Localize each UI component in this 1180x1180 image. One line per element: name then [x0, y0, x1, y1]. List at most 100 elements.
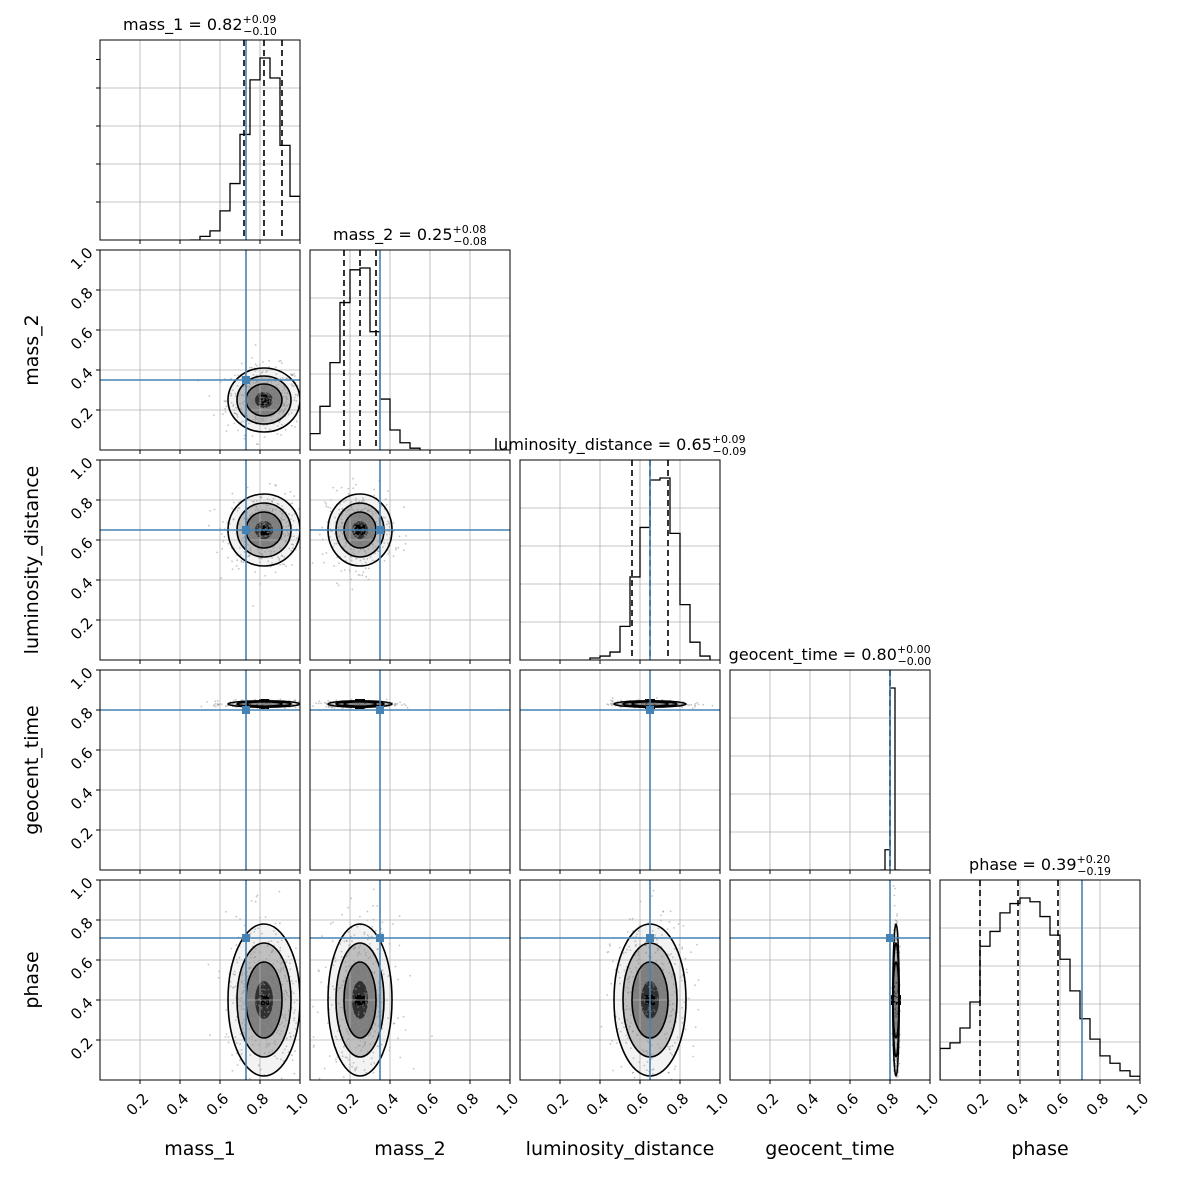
scatter-panel-geocent_time-vs-phase: [729, 879, 931, 1081]
x-tick-label-mass_1: 0.6: [203, 1090, 233, 1120]
scatter-panel-mass_1-vs-luminosity_distance: [99, 459, 301, 661]
x-tick-label-geocent_time: 0.4: [793, 1090, 823, 1120]
scatter-panel-mass_2-vs-phase: [309, 879, 511, 1081]
ticks-0-1: [96, 249, 301, 454]
panel-grid-2-3: [520, 669, 721, 870]
y-tick-label-luminosity_distance: 1.0: [67, 454, 97, 484]
histogram-phase: [940, 897, 1140, 1080]
histogram-mass_2: [310, 267, 421, 450]
hist-panel-mass_2: [309, 249, 511, 451]
truth-marker-1-2: [310, 460, 510, 660]
x-tick-label-mass_1: 0.8: [243, 1090, 273, 1120]
hist-panel-luminosity_distance: [519, 459, 721, 661]
panel-title-phase: phase = 0.39+0.20 −0.19: [969, 853, 1111, 878]
sample-scatter-layer: [197, 344, 901, 1080]
scatter-panel-mass_2-vs-luminosity_distance: [309, 459, 511, 661]
x-tick-label-phase: 0.4: [1003, 1090, 1033, 1120]
ticks-0-4: [96, 879, 301, 1084]
y-tick-label-phase: 0.4: [67, 994, 97, 1024]
contours-1-4: [327, 923, 393, 1077]
ticks-2-3: [559, 870, 721, 874]
x-axis-label-geocent_time: geocent_time: [765, 1138, 894, 1160]
x-tick-label-geocent_time: 0.6: [833, 1090, 863, 1120]
y-tick-label-luminosity_distance: 0.8: [67, 494, 97, 524]
x-tick-label-geocent_time: 0.2: [753, 1090, 783, 1120]
contours-3-4: [891, 923, 900, 1077]
histogram-layer: [190, 40, 1140, 1080]
y-tick-label-mass_2: 0.8: [67, 284, 97, 314]
ticks-1-3: [349, 870, 511, 874]
x-axis-label-luminosity_distance: luminosity_distance: [526, 1138, 715, 1160]
contour-0-1-0: [227, 367, 300, 433]
y-tick-label-luminosity_distance: 0.2: [67, 614, 97, 644]
x-tick-label-mass_1: 1.0: [283, 1090, 313, 1120]
contour-1-4-0: [327, 923, 393, 1077]
contour-1-3-2: [343, 700, 377, 707]
x-axis-label-mass_1: mass_1: [164, 1138, 236, 1160]
contour-0-1-1: [236, 375, 292, 425]
truth-marker-3-4: [730, 880, 930, 1080]
y-tick-label-phase: 0.2: [67, 1034, 97, 1064]
hist-panel-mass_1: [99, 39, 301, 241]
y-axis-label-mass_2: mass_2: [21, 314, 43, 386]
x-tick-label-phase: 0.8: [1083, 1090, 1113, 1120]
panel-title-luminosity_distance: luminosity_distance = 0.65+0.09 −0.09: [494, 433, 747, 458]
ticks-0-2: [96, 459, 301, 664]
contour-1-4-1: [335, 942, 385, 1058]
truth-layer: [100, 40, 1083, 1080]
x-tick-label-mass_1: 0.2: [123, 1090, 153, 1120]
truth-marker-0-4: [100, 880, 300, 1080]
ticks-2-4: [559, 1080, 721, 1084]
y-tick-label-phase: 0.8: [67, 914, 97, 944]
scatter-panel-mass_1-vs-phase: [99, 879, 301, 1081]
x-tick-label-phase: 0.2: [963, 1090, 993, 1120]
x-tick-label-mass_2: 0.2: [333, 1090, 363, 1120]
hist-panel-geocent_time: [729, 669, 931, 871]
y-tick-label-geocent_time: 0.6: [67, 744, 97, 774]
x-tick-label-luminosity_distance: 0.4: [583, 1090, 613, 1120]
histogram-mass_1: [190, 57, 300, 240]
y-axis-label-luminosity_distance: luminosity_distance: [21, 466, 43, 655]
x-tick-label-mass_2: 0.6: [413, 1090, 443, 1120]
x-tick-label-mass_2: 0.4: [373, 1090, 403, 1120]
tick-layer: [96, 59, 1141, 1084]
panel-grid-1-3: [310, 669, 511, 870]
x-tick-label-luminosity_distance: 1.0: [703, 1090, 733, 1120]
samples-0-2: [208, 482, 300, 607]
panel-title-mass_2: mass_2 = 0.25+0.08 −0.08: [333, 223, 487, 248]
y-tick-label-mass_2: 0.6: [67, 324, 97, 354]
label-layer: mass_1 = 0.82+0.09 −0.10 mass_2 = 0.25+0.0…: [21, 13, 1152, 1160]
scatter-panel-luminosity_distance-vs-geocent_time: [519, 669, 721, 871]
y-axis-label-geocent_time: geocent_time: [21, 705, 43, 834]
scatter-panel-mass_2-vs-geocent_time: [309, 669, 511, 871]
truth-marker-0-3: [100, 670, 300, 870]
samples-0-1: [197, 344, 300, 446]
panel-grid-1-2: [310, 459, 511, 660]
x-tick-label-luminosity_distance: 0.6: [623, 1090, 653, 1120]
x-tick-label-mass_1: 0.4: [163, 1090, 193, 1120]
truth-marker-0-2: [100, 460, 300, 660]
ticks-1-1: [349, 450, 511, 454]
contour-line-layer: [227, 367, 900, 1077]
panel-frames: [99, 39, 1141, 1081]
scatter-panel-mass_1-vs-mass_2: [99, 249, 301, 451]
truth-marker-1-3: [310, 670, 510, 870]
truth-marker-2-4: [520, 880, 720, 1080]
truth-marker-1-4: [310, 880, 510, 1080]
y-tick-label-mass_2: 0.2: [67, 404, 97, 434]
ticks-0-0: [96, 59, 301, 244]
truth-marker-0-1: [100, 250, 300, 450]
y-tick-label-geocent_time: 0.4: [67, 784, 97, 814]
y-tick-label-geocent_time: 0.2: [67, 824, 97, 854]
ticks-4-4: [979, 1080, 1141, 1084]
x-tick-label-luminosity_distance: 0.2: [543, 1090, 573, 1120]
hist-panel-phase: [939, 879, 1141, 1081]
panel-title-mass_1: mass_1 = 0.82+0.09 −0.10: [123, 13, 277, 38]
samples-2-4: [600, 889, 700, 1080]
y-tick-label-mass_2: 0.4: [67, 364, 97, 394]
ticks-3-4: [769, 1080, 931, 1084]
ticks-1-2: [349, 660, 511, 664]
x-axis-label-phase: phase: [1011, 1138, 1068, 1160]
samples-0-4: [207, 890, 299, 1080]
contour-1-4-2: [343, 961, 377, 1039]
